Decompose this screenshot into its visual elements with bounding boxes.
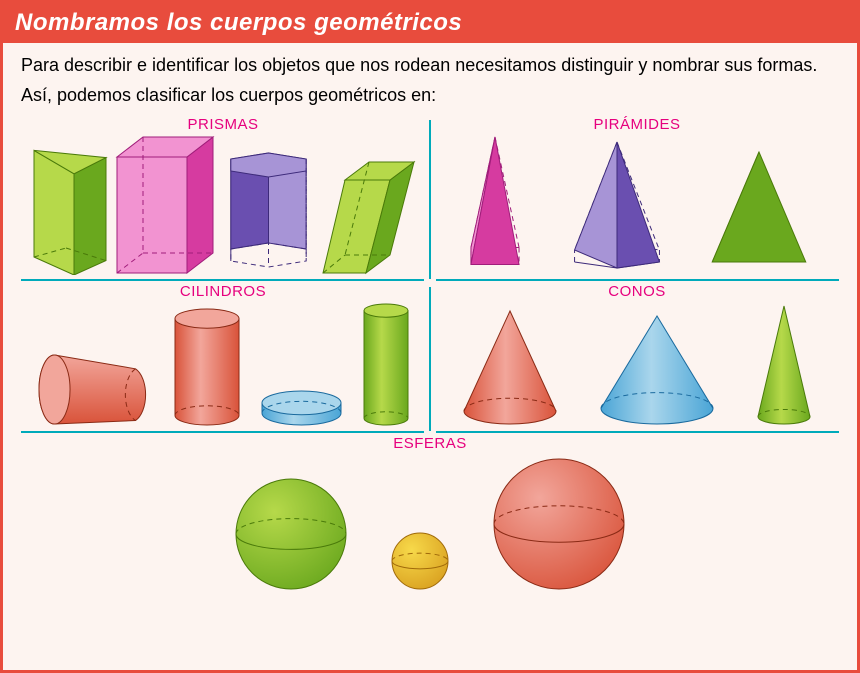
- cell-piramides: PIRÁMIDES: [435, 114, 839, 279]
- cone-icon: [597, 312, 717, 427]
- page-frame: Nombramos los cuerpos geométricos Para d…: [0, 0, 860, 673]
- triangular-prism-icon: [30, 145, 110, 275]
- shapes-grid: PRISMAS PIRÁMIDES: [21, 114, 839, 596]
- label-esferas: ESFERAS: [27, 435, 833, 452]
- cell-cilindros: CILINDROS: [21, 281, 425, 431]
- shapes-esferas: [27, 454, 833, 592]
- sphere-icon: [233, 476, 349, 592]
- page-title: Nombramos los cuerpos geométricos: [3, 3, 857, 43]
- shape-sphere: [233, 476, 349, 592]
- label-cilindros: CILINDROS: [27, 283, 419, 300]
- shape-hexagonal-prism: [221, 145, 316, 275]
- cylinder-lying-icon: [35, 352, 155, 427]
- label-piramides: PIRÁMIDES: [441, 116, 833, 133]
- divider-vertical-1: [429, 120, 431, 279]
- intro-line-2: Así, podemos clasificar los cuerpos geom…: [21, 83, 839, 107]
- shape-oblique-prism: [321, 160, 416, 275]
- shape-sphere: [491, 456, 627, 592]
- shapes-piramides: [441, 135, 833, 270]
- sphere-icon: [389, 530, 451, 592]
- pyramid-4-icon: [455, 135, 535, 270]
- shape-rhombic-pyramid: [455, 135, 535, 270]
- cell-prismas: PRISMAS: [21, 114, 425, 279]
- divider-horizontal-2: [21, 431, 839, 433]
- cone-icon: [460, 307, 560, 427]
- shapes-conos: [441, 302, 833, 427]
- page-content: Para describir e identificar los objetos…: [3, 43, 857, 600]
- shape-cone: [460, 307, 560, 427]
- shape-hexagonal-pyramid: [562, 140, 672, 270]
- shape-sphere: [389, 530, 451, 592]
- hexagonal-prism-icon: [221, 145, 316, 275]
- sphere-icon: [491, 456, 627, 592]
- shape-cone: [597, 312, 717, 427]
- shapes-cilindros: [27, 302, 419, 427]
- shape-cone: [754, 302, 814, 427]
- shape-triangular-pyramid: [699, 150, 819, 270]
- rectangular-prism-icon: [115, 135, 215, 275]
- shape-cylinder: [361, 302, 411, 427]
- label-prismas: PRISMAS: [27, 116, 419, 133]
- cell-conos: CONOS: [435, 281, 839, 431]
- cell-esferas: ESFERAS: [21, 433, 839, 596]
- cylinder-icon: [361, 302, 411, 427]
- shape-cylinder-flat: [259, 389, 344, 427]
- shape-cylinder-lying: [35, 352, 155, 427]
- cone-icon: [754, 302, 814, 427]
- row-cilindros-conos: CILINDROS CONOS: [21, 281, 839, 431]
- oblique-prism-icon: [321, 160, 416, 275]
- label-conos: CONOS: [441, 283, 833, 300]
- cylinder-icon: [259, 389, 344, 427]
- divider-vertical-2: [429, 287, 431, 431]
- shape-cylinder: [172, 307, 242, 427]
- shape-triangular-prism: [30, 145, 110, 275]
- row-prismas-piramides: PRISMAS PIRÁMIDES: [21, 114, 839, 279]
- pyramid-6-icon: [562, 140, 672, 270]
- shapes-prismas: [27, 135, 419, 275]
- pyramid-3-icon: [699, 150, 819, 270]
- shape-rectangular-prism: [115, 135, 215, 275]
- cylinder-icon: [172, 307, 242, 427]
- intro-line-1: Para describir e identificar los objetos…: [21, 53, 839, 77]
